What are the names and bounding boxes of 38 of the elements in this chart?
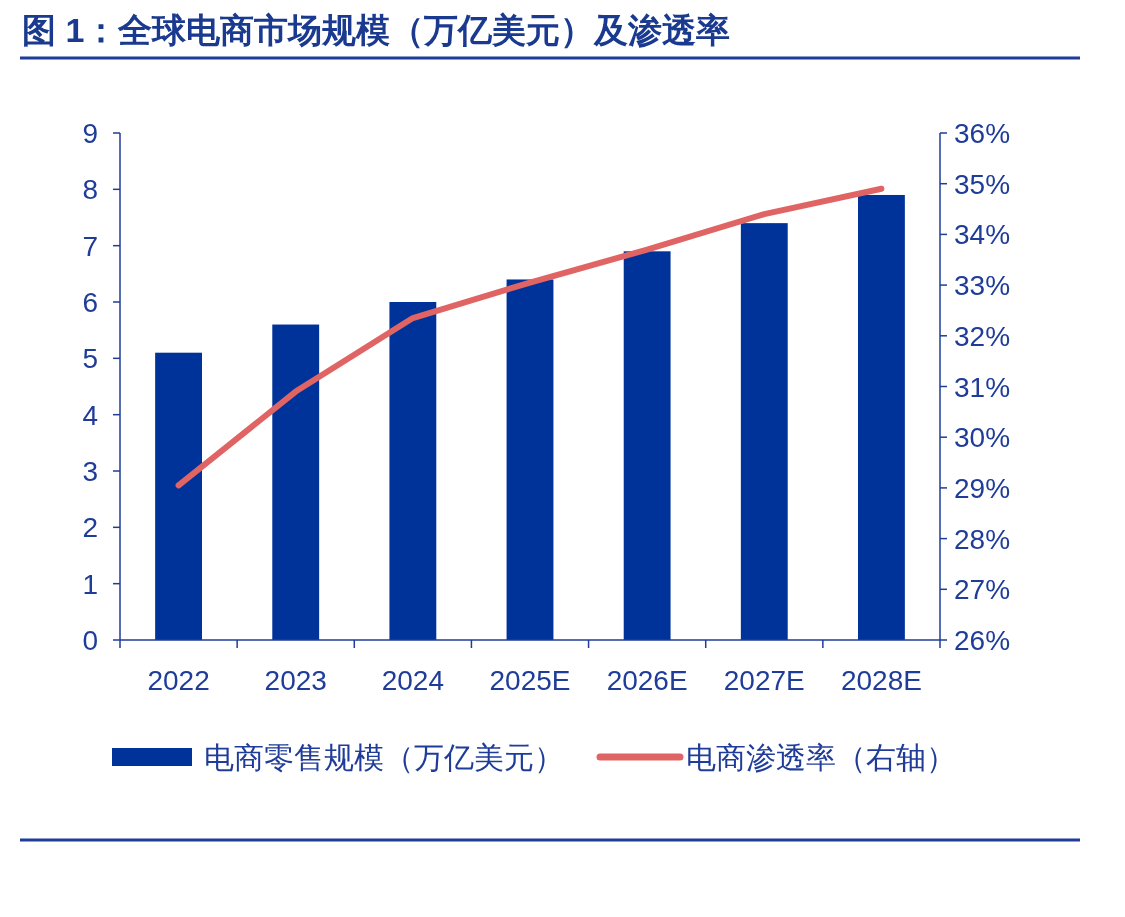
y-tick-label: 2 [82, 512, 98, 544]
x-tick-label: 2026E [606, 665, 688, 696]
bar [858, 194, 905, 640]
x-tick-label: 2024 [381, 665, 445, 696]
y-tick-label: 5 [82, 343, 98, 375]
legend-label: 电商渗透率（右轴） [686, 741, 956, 774]
y2-tick-label: 33% [954, 270, 1011, 302]
bar [272, 324, 320, 640]
y2-tick-label: 30% [954, 422, 1011, 454]
bar [623, 251, 671, 640]
y2-tick-label: 31% [954, 371, 1011, 403]
y-tick-label: 1 [82, 568, 98, 600]
y2-tick-label: 32% [954, 320, 1011, 352]
y-tick-label: 3 [82, 456, 98, 487]
y-tick-label: 7 [82, 230, 98, 262]
y2-tick-label: 26% [954, 625, 1011, 656]
y-tick-label: 9 [82, 118, 98, 149]
bar [506, 279, 554, 640]
legend-label: 电商零售规模（万亿美元） [204, 741, 564, 774]
y2-tick-label: 27% [954, 574, 1011, 606]
x-tick-label: 2022 [147, 665, 210, 696]
bar [389, 302, 437, 640]
y-tick-label: 4 [82, 399, 98, 431]
x-tick-label: 2023 [264, 665, 327, 696]
x-tick-label: 2025E [489, 665, 571, 696]
y2-tick-label: 29% [954, 472, 1011, 504]
bar [740, 223, 788, 640]
y2-tick-label: 36% [954, 118, 1011, 149]
chart-title: 图 1：全球电商市场规模（万亿美元）及渗透率 [22, 11, 731, 49]
x-tick-label: 2028E [840, 665, 922, 696]
y-tick-label: 8 [82, 174, 98, 206]
x-tick-label: 2027E [723, 665, 805, 696]
y2-tick-label: 28% [954, 523, 1011, 555]
bar [155, 352, 202, 640]
y-tick-label: 0 [82, 625, 98, 656]
y2-tick-label: 34% [954, 219, 1011, 251]
y2-tick-label: 35% [954, 168, 1011, 200]
y-tick-label: 6 [82, 287, 98, 318]
